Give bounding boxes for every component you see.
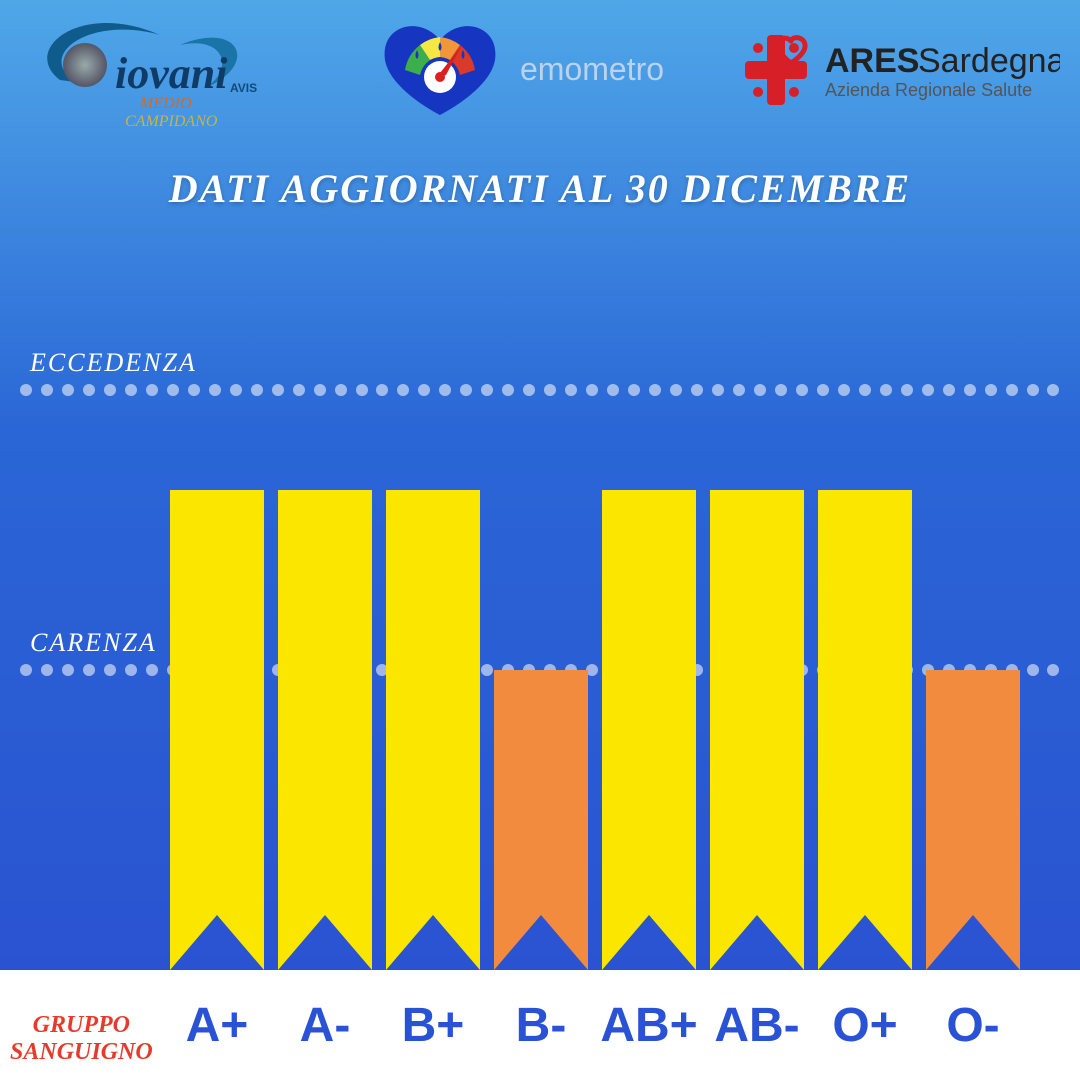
category-Oplus: O+ xyxy=(818,970,912,1080)
ares-bold: ARES xyxy=(825,42,919,80)
svg-text:iovani: iovani xyxy=(115,49,228,98)
page-title: DATI AGGIORNATI AL 30 DICEMBRE xyxy=(0,165,1080,212)
ares-sub: Azienda Regionale Salute xyxy=(825,80,1032,100)
ares-light: Sardegna xyxy=(918,42,1060,80)
ribbon-ABplus xyxy=(602,490,696,970)
ribbon-Aminus xyxy=(278,490,372,970)
category-row: A+A-B+B-AB+AB-O+O- xyxy=(170,970,1050,1080)
category-Aplus: A+ xyxy=(170,970,264,1080)
category-Aminus: A- xyxy=(278,970,372,1080)
blood-chart xyxy=(170,380,1050,970)
category-ABplus: AB+ xyxy=(602,970,696,1080)
giovani-sub1: MEDIO xyxy=(139,95,192,112)
emometro-logo: emometro xyxy=(370,15,730,125)
emometro-text: emometro xyxy=(520,51,664,87)
ribbon-Bminus xyxy=(494,670,588,970)
category-ABminus: AB- xyxy=(710,970,804,1080)
category-Bminus: B- xyxy=(494,970,588,1080)
category-Bplus: B+ xyxy=(386,970,480,1080)
ribbon-Ominus xyxy=(926,670,1020,970)
ribbon-Bplus xyxy=(386,490,480,970)
carenza-label: CARENZA xyxy=(30,628,157,658)
ribbon-ABminus xyxy=(710,490,804,970)
axis-title: GRUPPOSANGUIGNO xyxy=(10,1012,153,1065)
ares-logo: ARES Sardegna Azienda Regionale Salute xyxy=(740,30,1060,110)
category-Ominus: O- xyxy=(926,970,1020,1080)
giovani-sub2: CAMPIDANO xyxy=(125,113,218,130)
giovani-logo: iovani AVIS MEDIO CAMPIDANO xyxy=(30,10,290,130)
eccedenza-label: ECCEDENZA xyxy=(30,348,197,378)
ribbon-Oplus xyxy=(818,490,912,970)
logo-row: iovani AVIS MEDIO CAMPIDANO emometro xyxy=(0,10,1080,150)
ribbon-Aplus xyxy=(170,490,264,970)
svg-text:AVIS: AVIS xyxy=(230,81,257,95)
